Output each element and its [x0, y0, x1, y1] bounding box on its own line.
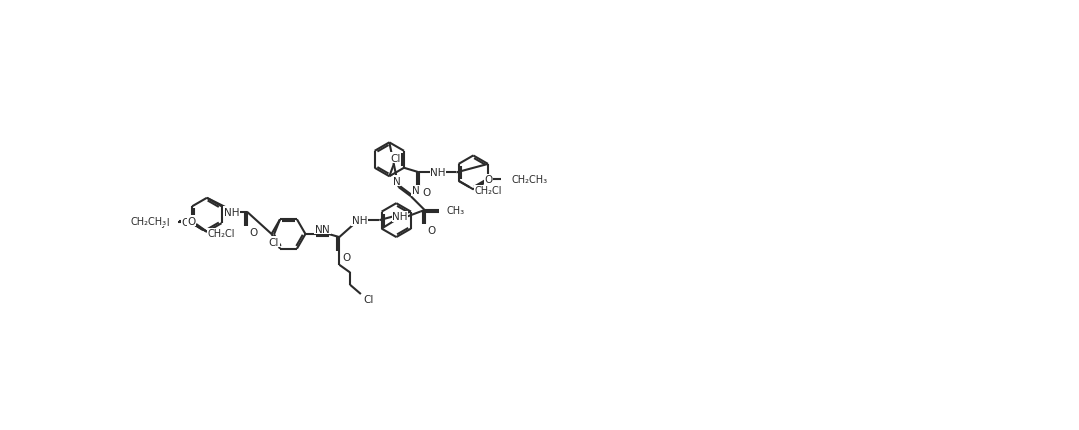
Text: N: N — [411, 186, 420, 196]
Text: O: O — [249, 227, 258, 237]
Text: N: N — [323, 224, 330, 234]
Text: N: N — [315, 224, 323, 234]
Text: CH₂Cl: CH₂Cl — [207, 229, 235, 239]
Text: CH₂CH₃: CH₂CH₃ — [131, 216, 167, 226]
Text: O: O — [427, 226, 436, 236]
Text: CH₃: CH₃ — [447, 206, 464, 215]
Text: CH₂CH₃: CH₂CH₃ — [511, 175, 548, 185]
Text: NH: NH — [223, 207, 240, 217]
Text: Cl: Cl — [269, 237, 279, 247]
Text: NH: NH — [431, 168, 446, 178]
Text: N: N — [393, 176, 401, 187]
Text: NH: NH — [352, 215, 367, 226]
Text: NH: NH — [393, 212, 408, 222]
Text: O: O — [181, 217, 190, 227]
Text: O: O — [188, 216, 195, 226]
Text: Cl: Cl — [364, 294, 373, 304]
Text: Cl: Cl — [391, 154, 400, 163]
Text: O: O — [422, 188, 431, 198]
Text: CH₂Cl: CH₂Cl — [474, 186, 502, 196]
Text: O: O — [484, 175, 493, 185]
Text: ethyl: ethyl — [146, 217, 169, 227]
Text: O: O — [342, 252, 351, 262]
